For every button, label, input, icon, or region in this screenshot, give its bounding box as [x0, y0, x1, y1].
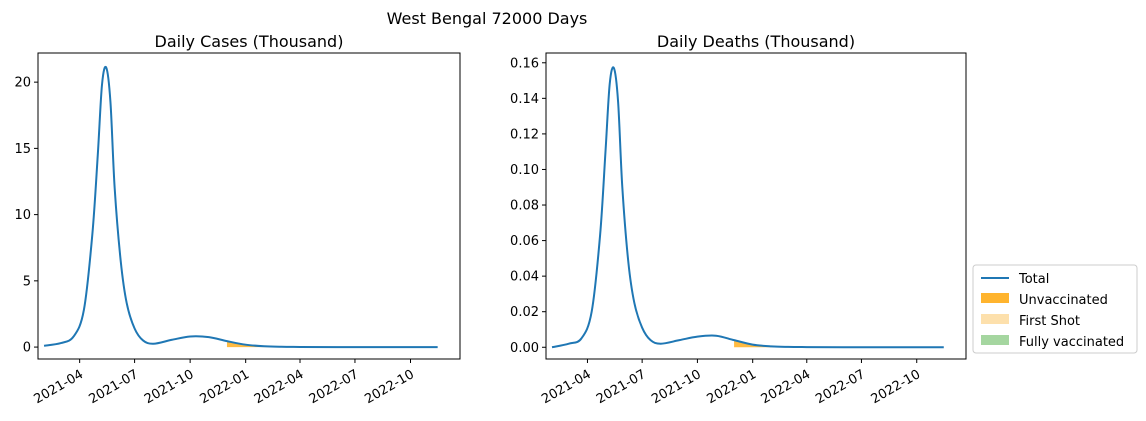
y-tick-label: 0.00 — [510, 341, 539, 356]
x-tick-label: 2021-07 — [594, 367, 649, 407]
legend-box — [972, 264, 1138, 354]
x-tick-label: 2022-07 — [813, 367, 868, 407]
legend-label-first-shot: First Shot — [1019, 314, 1080, 329]
legend-swatch-first-shot — [981, 314, 1009, 324]
y-tick-label: 0.10 — [510, 163, 539, 178]
x-tick-label: 2022-04 — [759, 367, 814, 407]
plot-frame-deaths — [545, 52, 967, 360]
y-tick-label: 0.06 — [510, 234, 539, 249]
x-tick-label: 2021-10 — [649, 367, 704, 407]
x-tick-label: 2022-07 — [307, 367, 362, 407]
y-tick-label: 0.12 — [510, 127, 539, 142]
y-tick-label: 15 — [14, 142, 31, 157]
plot-area-daily-cases — [43, 65, 438, 349]
x-tick-label: 2021-10 — [142, 367, 197, 407]
plot-area-daily-deaths — [551, 66, 944, 349]
x-tick-label: 2022-01 — [705, 367, 760, 407]
legend-label-total: Total — [1018, 272, 1049, 287]
legend-label-fully-vaccinated: Fully vaccinated — [1019, 335, 1124, 350]
legend-swatch-fully-vaccinated — [981, 335, 1009, 345]
chart-title-daily-cases: Daily Cases (Thousand) — [155, 32, 344, 51]
chart-daily-deaths: Daily Deaths (Thousand) 0.00 0.02 0.04 0.06… — [510, 32, 967, 407]
x-tick-label: 2021-04 — [32, 367, 87, 407]
series-line-total-cases — [43, 65, 438, 349]
legend-swatch-unvaccinated — [981, 293, 1009, 303]
legend: Total Unvaccinated First Shot Fully vacc… — [972, 264, 1138, 354]
chart-title-daily-deaths: Daily Deaths (Thousand) — [657, 32, 855, 51]
y-tick-label: 0.08 — [510, 199, 539, 214]
legend-label-unvaccinated: Unvaccinated — [1019, 293, 1108, 308]
x-tick-label: 2022-10 — [362, 367, 417, 407]
y-tick-label: 0.16 — [510, 56, 539, 71]
series-line-total-deaths — [551, 66, 944, 349]
x-tick-label: 2021-07 — [86, 367, 141, 407]
axes-daily-deaths: 0.00 0.02 0.04 0.06 0.08 0.10 0.12 0.14 0.16 2021… — [510, 52, 967, 407]
x-tick-label: 2022-10 — [869, 367, 924, 407]
y-tick-label: 0.02 — [510, 305, 539, 320]
y-tick-label: 20 — [14, 76, 31, 91]
y-tick-label: 0.14 — [510, 92, 539, 107]
y-tick-label: 0.04 — [510, 270, 539, 285]
figure-title: West Bengal 72000 Days — [387, 9, 588, 28]
x-tick-label: 2022-04 — [252, 367, 307, 407]
y-tick-label: 0 — [23, 341, 31, 356]
x-tick-label: 2022-01 — [198, 367, 253, 407]
x-tick-label: 2021-04 — [539, 367, 594, 407]
y-tick-label: 10 — [14, 208, 31, 223]
y-tick-label: 5 — [23, 274, 31, 289]
plot-frame-cases — [37, 52, 461, 360]
